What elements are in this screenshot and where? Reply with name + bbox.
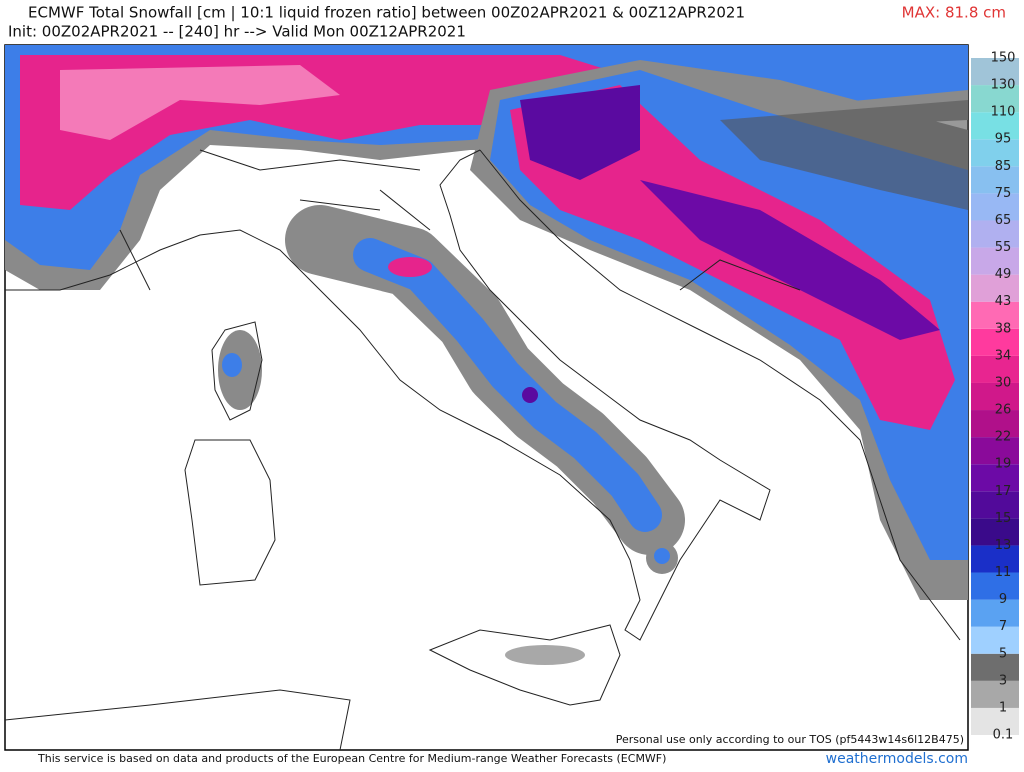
colorbar-segment xyxy=(971,437,1019,465)
colorbar-segment xyxy=(971,653,1019,681)
snow-blue xyxy=(222,353,242,377)
colorbar-segment xyxy=(971,247,1019,275)
colorbar-segment xyxy=(971,572,1019,600)
colorbar-label: 13 xyxy=(995,538,1012,553)
colorbar-label: 85 xyxy=(995,159,1012,174)
colorbar-label: 30 xyxy=(995,375,1012,390)
footer-source: This service is based on data and produc… xyxy=(37,752,666,765)
colorbar-segment xyxy=(971,301,1019,329)
colorbar-segment xyxy=(971,193,1019,221)
notice: Personal use only according to our TOS (… xyxy=(616,733,964,746)
colorbar-label: 150 xyxy=(991,51,1016,66)
colorbar-segment xyxy=(971,491,1019,519)
colorbar-segment xyxy=(971,139,1019,167)
colorbar-segment xyxy=(971,707,1019,735)
colorbar-label: 95 xyxy=(995,132,1012,147)
colorbar-segment xyxy=(971,599,1019,627)
colorbar-segment xyxy=(971,85,1019,113)
colorbar-label: 1 xyxy=(999,700,1007,715)
footer-site[interactable]: weathermodels.com xyxy=(826,751,968,767)
colorbar-label: 0.1 xyxy=(993,728,1014,743)
snow-gray xyxy=(505,645,585,665)
notice-bg xyxy=(622,731,966,749)
colorbar-segment xyxy=(971,626,1019,654)
colorbar-label: 17 xyxy=(995,484,1012,499)
snow-darkgray xyxy=(720,100,968,210)
colorbar-segment xyxy=(971,464,1019,492)
colorbar-segment xyxy=(971,518,1019,546)
snow-purple xyxy=(520,85,640,180)
colorbar-label: 9 xyxy=(999,592,1007,607)
colorbar-segment xyxy=(971,545,1019,573)
colorbar-segment xyxy=(971,274,1019,302)
snow-field xyxy=(5,45,968,665)
colorbar-segment xyxy=(971,382,1019,411)
colorbar-label: 5 xyxy=(999,646,1007,661)
colorbar-segment xyxy=(971,328,1019,356)
colorbar-segment xyxy=(971,355,1019,383)
snow-purple xyxy=(640,180,940,340)
title: ECMWF Total Snowfall [cm | 10:1 liquid f… xyxy=(28,4,745,22)
colorbar-segment xyxy=(971,680,1019,708)
colorbar-label: 130 xyxy=(991,78,1016,93)
colorbar-label: 3 xyxy=(999,673,1007,688)
colorbar-label: 43 xyxy=(995,294,1012,309)
colorbar-label: 65 xyxy=(995,213,1012,228)
colorbar-label: 7 xyxy=(999,619,1007,634)
colorbar: 0.11357911131517192226303438434955657585… xyxy=(971,51,1019,743)
snow-blue xyxy=(654,548,670,564)
colorbar-segment xyxy=(971,166,1019,194)
colorbar-label: 22 xyxy=(995,430,1012,445)
coastlines xyxy=(5,149,961,750)
colorbar-label: 19 xyxy=(995,457,1012,472)
snow-magenta xyxy=(388,257,432,277)
subtitle: Init: 00Z02APR2021 -- [240] hr --> Valid… xyxy=(8,23,466,41)
snow-pink xyxy=(60,65,340,140)
colorbar-segment xyxy=(971,112,1019,140)
colorbar-label: 49 xyxy=(995,267,1012,282)
map: Personal use only according to our TOS (… xyxy=(4,44,969,751)
colorbar-label: 110 xyxy=(991,105,1016,120)
colorbar-label: 11 xyxy=(995,565,1012,580)
colorbar-label: 38 xyxy=(995,321,1012,336)
colorbar-label: 34 xyxy=(995,348,1012,363)
colorbar-label: 15 xyxy=(995,511,1012,526)
colorbar-segment xyxy=(971,58,1019,86)
colorbar-label: 55 xyxy=(995,240,1012,255)
snow-magenta xyxy=(510,85,955,430)
colorbar-label: 75 xyxy=(995,186,1012,201)
colorbar-label: 26 xyxy=(995,403,1012,418)
max-label: MAX: 81.8 cm xyxy=(902,4,1006,22)
colorbar-segment xyxy=(971,410,1019,438)
colorbar-segment xyxy=(971,220,1019,248)
snow-purple xyxy=(522,387,538,403)
